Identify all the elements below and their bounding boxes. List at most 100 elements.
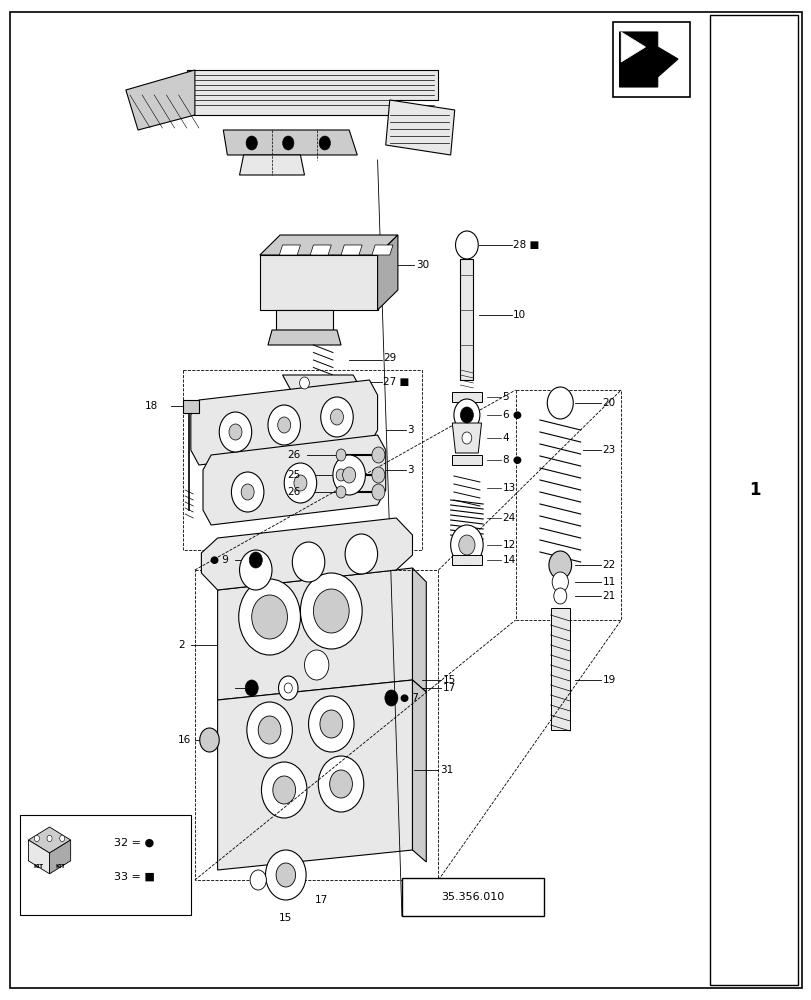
Circle shape <box>34 835 40 842</box>
Text: 1: 1 <box>749 481 760 499</box>
Circle shape <box>265 850 306 900</box>
Polygon shape <box>371 245 393 255</box>
Circle shape <box>553 588 566 604</box>
Circle shape <box>229 424 242 440</box>
Circle shape <box>277 417 290 433</box>
Circle shape <box>245 680 258 696</box>
Polygon shape <box>217 680 412 870</box>
Circle shape <box>268 405 300 445</box>
Text: 5: 5 <box>502 392 508 402</box>
Circle shape <box>458 535 474 555</box>
Text: 3: 3 <box>407 425 414 435</box>
Bar <box>20 815 191 915</box>
Circle shape <box>251 595 287 639</box>
Circle shape <box>318 756 363 812</box>
Polygon shape <box>412 680 426 862</box>
Circle shape <box>246 136 257 150</box>
Polygon shape <box>217 568 412 700</box>
Polygon shape <box>341 245 362 255</box>
Polygon shape <box>28 827 71 853</box>
Polygon shape <box>187 70 438 115</box>
Text: 12: 12 <box>502 540 515 550</box>
Circle shape <box>330 409 343 425</box>
Text: 19: 19 <box>602 675 615 685</box>
Circle shape <box>336 449 345 461</box>
Polygon shape <box>260 255 377 310</box>
Circle shape <box>329 770 352 798</box>
Polygon shape <box>310 245 331 255</box>
Text: 16: 16 <box>178 735 191 745</box>
Polygon shape <box>276 310 333 330</box>
Circle shape <box>547 387 573 419</box>
Text: KIT: KIT <box>34 863 44 868</box>
Circle shape <box>313 589 349 633</box>
Polygon shape <box>28 840 49 874</box>
Polygon shape <box>239 155 304 175</box>
Circle shape <box>284 683 292 693</box>
Polygon shape <box>452 455 481 465</box>
Polygon shape <box>260 235 397 255</box>
Circle shape <box>238 579 300 655</box>
Circle shape <box>345 534 377 574</box>
Polygon shape <box>201 518 412 590</box>
Polygon shape <box>452 555 481 565</box>
Polygon shape <box>550 608 569 730</box>
Text: 15: 15 <box>279 913 292 923</box>
Circle shape <box>272 776 295 804</box>
Circle shape <box>455 231 478 259</box>
Text: KIT: KIT <box>55 863 65 868</box>
Text: 6 ●: 6 ● <box>502 410 521 420</box>
Circle shape <box>247 702 292 758</box>
Circle shape <box>460 407 473 423</box>
Text: 10: 10 <box>513 310 526 320</box>
Text: 2: 2 <box>178 640 185 650</box>
Circle shape <box>336 469 345 481</box>
Text: ● 7: ● 7 <box>399 693 418 703</box>
Circle shape <box>282 136 294 150</box>
Bar <box>182 370 422 550</box>
Text: 20: 20 <box>602 398 615 408</box>
Circle shape <box>278 676 298 700</box>
Text: 15: 15 <box>442 675 455 685</box>
Text: 21: 21 <box>602 591 615 601</box>
Text: 31: 31 <box>440 765 453 775</box>
Text: 8 ●: 8 ● <box>502 455 521 465</box>
Circle shape <box>319 136 330 150</box>
Polygon shape <box>191 380 377 465</box>
Polygon shape <box>268 330 341 345</box>
Text: 11: 11 <box>602 577 615 587</box>
Polygon shape <box>126 70 195 130</box>
Text: 17: 17 <box>442 683 455 693</box>
Bar <box>401 878 543 916</box>
Circle shape <box>219 412 251 452</box>
Polygon shape <box>620 32 645 62</box>
Polygon shape <box>460 259 473 380</box>
Circle shape <box>461 432 471 444</box>
Text: 26: 26 <box>287 487 300 497</box>
Circle shape <box>300 573 362 649</box>
Bar <box>710 15 797 985</box>
Circle shape <box>333 455 365 495</box>
Circle shape <box>384 690 397 706</box>
Polygon shape <box>452 423 481 453</box>
Polygon shape <box>377 235 397 310</box>
Bar <box>612 22 689 97</box>
Circle shape <box>294 475 307 491</box>
Text: ● 9: ● 9 <box>210 555 229 565</box>
Bar <box>195 570 438 880</box>
Circle shape <box>371 447 384 463</box>
Text: 27 ■: 27 ■ <box>383 377 409 387</box>
Text: 32 = ●: 32 = ● <box>114 838 154 848</box>
Text: 33 = ■: 33 = ■ <box>114 872 155 882</box>
Circle shape <box>304 650 328 680</box>
Circle shape <box>239 550 272 590</box>
Text: 22: 22 <box>602 560 615 570</box>
Circle shape <box>308 696 354 752</box>
Circle shape <box>200 728 219 752</box>
Text: 13: 13 <box>502 483 515 493</box>
Text: 23: 23 <box>602 445 615 455</box>
Polygon shape <box>49 840 71 874</box>
Circle shape <box>231 472 264 512</box>
Polygon shape <box>619 32 677 87</box>
Circle shape <box>47 835 52 842</box>
